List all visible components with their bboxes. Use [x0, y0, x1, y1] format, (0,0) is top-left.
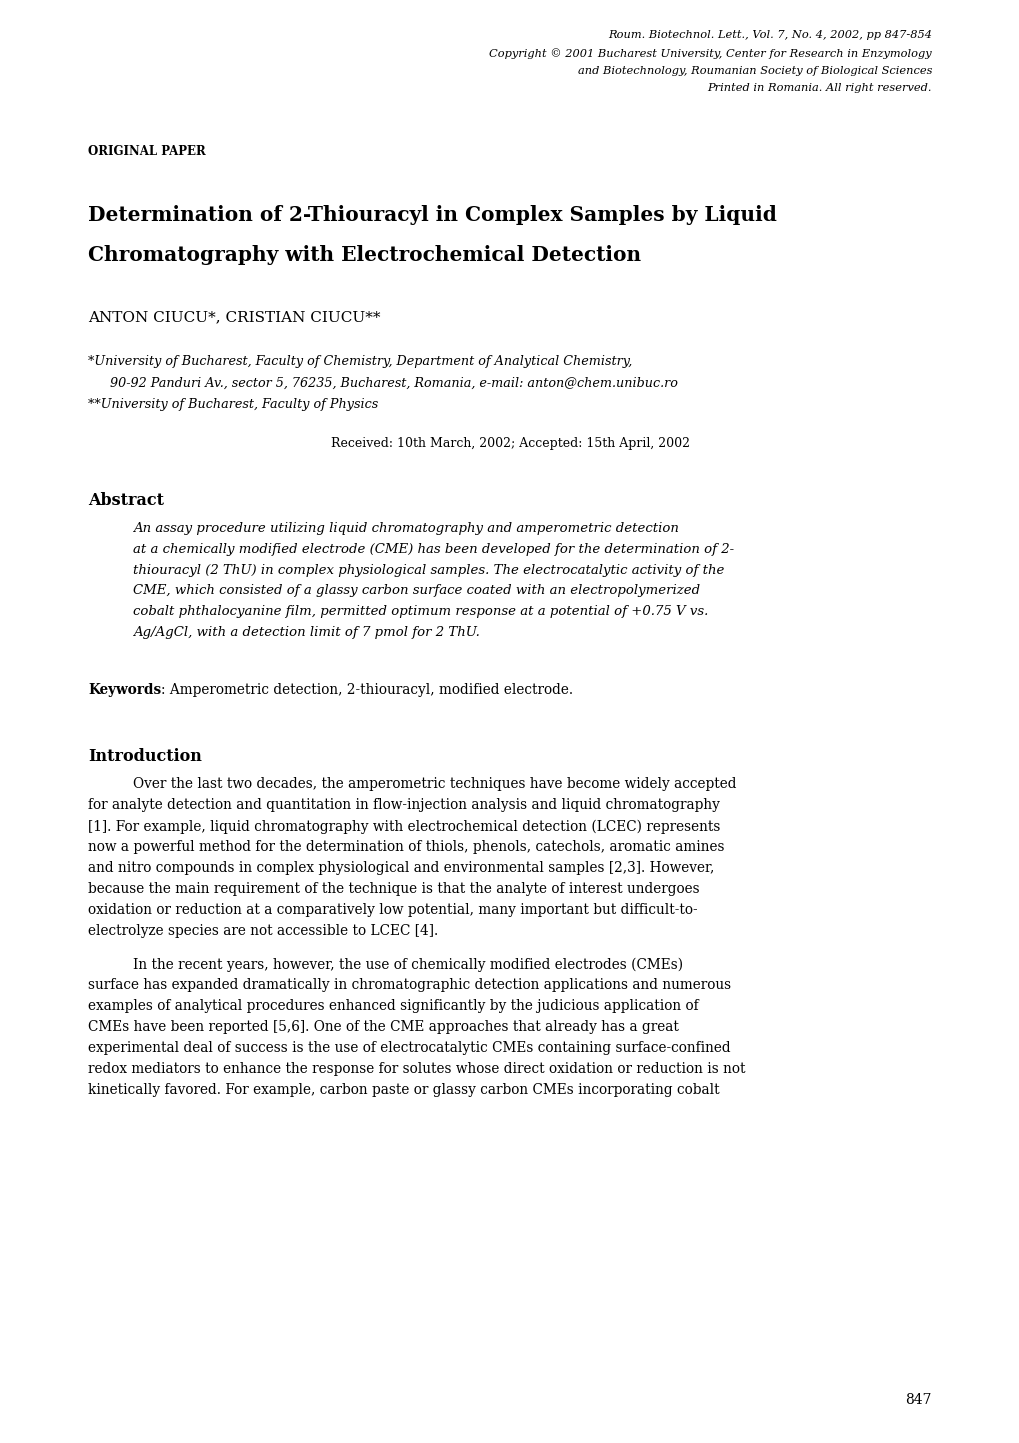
Text: Keywords: Keywords [88, 683, 161, 697]
Text: Determination of 2-Thiouracyl in Complex Samples by Liquid: Determination of 2-Thiouracyl in Complex… [88, 205, 776, 225]
Text: and nitro compounds in complex physiological and environmental samples [2,3]. Ho: and nitro compounds in complex physiolog… [88, 861, 713, 876]
Text: oxidation or reduction at a comparatively low potential, many important but diff: oxidation or reduction at a comparativel… [88, 903, 697, 918]
Text: **University of Bucharest, Faculty of Physics: **University of Bucharest, Faculty of Ph… [88, 398, 378, 411]
Text: CME, which consisted of a glassy carbon surface coated with an electropolymerize: CME, which consisted of a glassy carbon … [132, 584, 699, 597]
Text: 847: 847 [905, 1392, 931, 1407]
Text: because the main requirement of the technique is that the analyte of interest un: because the main requirement of the tech… [88, 882, 699, 896]
Text: In the recent years, however, the use of chemically modified electrodes (CMEs): In the recent years, however, the use of… [132, 957, 683, 971]
Text: now a powerful method for the determination of thiols, phenols, catechols, aroma: now a powerful method for the determinat… [88, 840, 723, 854]
Text: for analyte detection and quantitation in flow-injection analysis and liquid chr: for analyte detection and quantitation i… [88, 798, 719, 812]
Text: redox mediators to enhance the response for solutes whose direct oxidation or re: redox mediators to enhance the response … [88, 1062, 745, 1076]
Text: ORIGINAL PAPER: ORIGINAL PAPER [88, 144, 206, 157]
Text: and Biotechnology, Roumanian Society of Biological Sciences: and Biotechnology, Roumanian Society of … [577, 65, 931, 75]
Text: Printed in Romania. All right reserved.: Printed in Romania. All right reserved. [707, 84, 931, 94]
Text: An assay procedure utilizing liquid chromatography and amperometric detection: An assay procedure utilizing liquid chro… [132, 522, 679, 535]
Text: examples of analytical procedures enhanced significantly by the judicious applic: examples of analytical procedures enhanc… [88, 1000, 698, 1013]
Text: Introduction: Introduction [88, 747, 202, 765]
Text: Abstract: Abstract [88, 492, 164, 509]
Text: cobalt phthalocyanine film, permitted optimum response at a potential of +0.75 V: cobalt phthalocyanine film, permitted op… [132, 605, 707, 618]
Text: ANTON CIUCU*, CRISTIAN CIUCU**: ANTON CIUCU*, CRISTIAN CIUCU** [88, 310, 380, 325]
Text: surface has expanded dramatically in chromatographic detection applications and : surface has expanded dramatically in chr… [88, 978, 731, 993]
Text: experimental deal of success is the use of electrocatalytic CMEs containing surf: experimental deal of success is the use … [88, 1042, 730, 1055]
Text: at a chemically modified electrode (CME) has been developed for the determinatio: at a chemically modified electrode (CME)… [132, 543, 734, 556]
Text: Ag/AgCl, with a detection limit of 7 pmol for 2 ThU.: Ag/AgCl, with a detection limit of 7 pmo… [132, 626, 479, 639]
Text: Chromatography with Electrochemical Detection: Chromatography with Electrochemical Dete… [88, 245, 641, 266]
Text: thiouracyl (2 ThU) in complex physiological samples. The electrocatalytic activi: thiouracyl (2 ThU) in complex physiologi… [132, 564, 723, 577]
Text: Over the last two decades, the amperometric techniques have become widely accept: Over the last two decades, the amperomet… [132, 778, 736, 791]
Text: CMEs have been reported [5,6]. One of the CME approaches that already has a grea: CMEs have been reported [5,6]. One of th… [88, 1020, 679, 1035]
Text: Received: 10th March, 2002; Accepted: 15th April, 2002: Received: 10th March, 2002; Accepted: 15… [330, 437, 689, 450]
Text: : Amperometric detection, 2-thiouracyl, modified electrode.: : Amperometric detection, 2-thiouracyl, … [161, 683, 573, 697]
Text: [1]. For example, liquid chromatography with electrochemical detection (LCEC) re: [1]. For example, liquid chromatography … [88, 820, 719, 834]
Text: kinetically favored. For example, carbon paste or glassy carbon CMEs incorporati: kinetically favored. For example, carbon… [88, 1084, 719, 1097]
Text: Copyright © 2001 Bucharest University, Center for Research in Enzymology: Copyright © 2001 Bucharest University, C… [489, 48, 931, 59]
Text: 90-92 Panduri Av., sector 5, 76235, Bucharest, Romania, e-mail: anton@chem.unibu: 90-92 Panduri Av., sector 5, 76235, Buch… [110, 377, 678, 390]
Text: *University of Bucharest, Faculty of Chemistry, Department of Analytical Chemist: *University of Bucharest, Faculty of Che… [88, 355, 632, 368]
Text: electrolyze species are not accessible to LCEC [4].: electrolyze species are not accessible t… [88, 925, 438, 938]
Text: Roum. Biotechnol. Lett., Vol. 7, No. 4, 2002, pp 847-854: Roum. Biotechnol. Lett., Vol. 7, No. 4, … [607, 30, 931, 40]
